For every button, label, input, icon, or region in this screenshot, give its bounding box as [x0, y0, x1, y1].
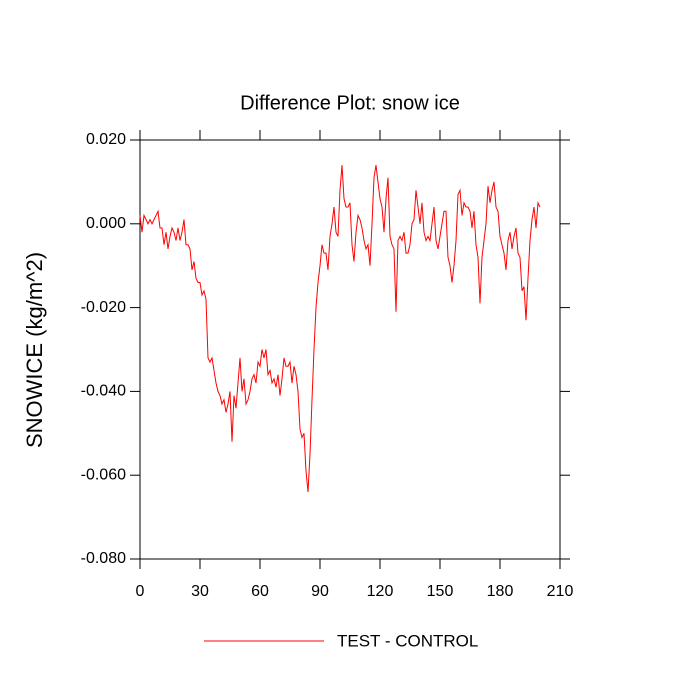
chart-title: Difference Plot: snow ice: [240, 92, 460, 114]
x-tick-label: 60: [251, 583, 269, 600]
x-tick-label: 90: [311, 583, 329, 600]
y-tick-label: -0.040: [81, 383, 126, 400]
x-tick-label: 150: [427, 583, 454, 600]
plot-frame: [139, 139, 561, 560]
y-tick-label: 0.000: [86, 215, 126, 232]
legend-label: TEST - CONTROL: [337, 631, 478, 650]
x-tick-label: 180: [487, 583, 514, 600]
x-tick-label: 0: [136, 583, 145, 600]
y-tick-label: -0.060: [81, 466, 126, 483]
x-tick-label: 120: [367, 583, 394, 600]
y-tick-label: -0.080: [81, 550, 126, 567]
x-tick-label: 30: [191, 583, 209, 600]
x-tick-label: 210: [547, 583, 574, 600]
data-line: [139, 165, 541, 493]
y-tick-label: -0.020: [81, 299, 126, 316]
y-axis-label: SNOWICE (kg/m^2): [22, 252, 47, 448]
y-tick-label: 0.020: [86, 131, 126, 148]
